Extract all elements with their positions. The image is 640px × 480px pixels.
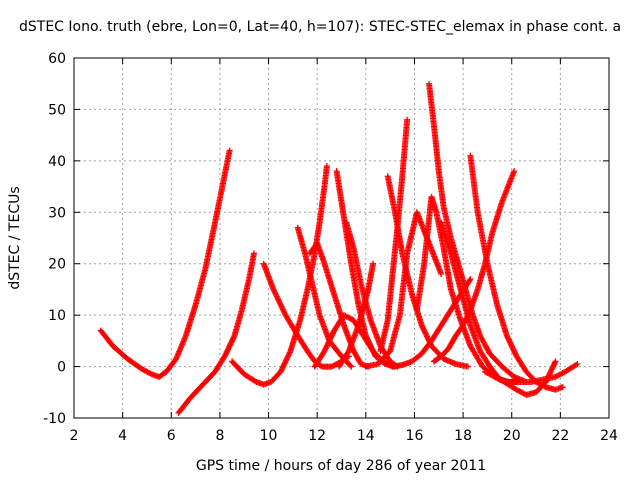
data-point bbox=[552, 358, 559, 365]
y-tick-label: 10 bbox=[48, 308, 66, 324]
y-tick-label: 0 bbox=[57, 360, 66, 376]
data-point bbox=[226, 147, 233, 154]
series-11 bbox=[377, 116, 411, 355]
x-tick-label: 18 bbox=[454, 428, 472, 444]
series-9 bbox=[362, 209, 445, 370]
x-tick-label: 2 bbox=[70, 428, 79, 444]
data-point bbox=[370, 260, 377, 267]
data-point bbox=[438, 271, 445, 277]
x-tick-label: 14 bbox=[357, 428, 375, 444]
y-tick-label: 40 bbox=[48, 154, 66, 170]
data-point bbox=[511, 168, 518, 175]
series-8 bbox=[336, 260, 377, 370]
data-point bbox=[559, 384, 566, 391]
chart-title: dSTEC Iono. truth (ebre, Lon=0, Lat=40, … bbox=[19, 19, 622, 35]
x-tick-label: 22 bbox=[551, 428, 569, 444]
y-tick-label: 60 bbox=[48, 51, 66, 67]
x-tick-label: 12 bbox=[308, 428, 326, 444]
data-point bbox=[464, 363, 471, 370]
x-tick-label: 24 bbox=[600, 428, 618, 444]
grid bbox=[74, 58, 609, 418]
x-tick-label: 20 bbox=[503, 428, 521, 444]
series-20 bbox=[311, 312, 396, 370]
series-18 bbox=[516, 361, 581, 385]
y-tick-label: -10 bbox=[43, 411, 66, 427]
y-axis-label: dSTEC / TECUs bbox=[7, 186, 23, 289]
series-12 bbox=[413, 193, 520, 385]
data-point bbox=[250, 250, 257, 257]
series-1 bbox=[175, 250, 257, 416]
data-point bbox=[348, 363, 355, 370]
data-point bbox=[404, 116, 411, 123]
data-point bbox=[323, 163, 330, 169]
x-tick-label: 4 bbox=[118, 428, 127, 444]
data-points bbox=[97, 80, 581, 416]
data-point bbox=[466, 277, 473, 284]
data-point bbox=[347, 362, 354, 369]
x-tick-label: 10 bbox=[260, 428, 278, 444]
y-tick-label: 50 bbox=[48, 102, 66, 118]
series-0 bbox=[97, 147, 233, 380]
y-tick-label: 20 bbox=[48, 257, 66, 273]
x-tick-label: 6 bbox=[167, 428, 176, 444]
series-2 bbox=[229, 163, 330, 388]
series-13 bbox=[426, 80, 530, 385]
series-19 bbox=[389, 276, 474, 370]
data-point bbox=[574, 361, 581, 367]
series-15 bbox=[467, 152, 566, 393]
y-tick-label: 30 bbox=[48, 205, 66, 221]
x-tick-label: 8 bbox=[215, 428, 224, 444]
plot-frame bbox=[73, 57, 610, 419]
x-axis-label: GPS time / hours of day 286 of year 2011 bbox=[196, 458, 486, 474]
data-point bbox=[467, 276, 474, 283]
x-tick-label: 16 bbox=[406, 428, 424, 444]
data-point bbox=[389, 363, 396, 370]
